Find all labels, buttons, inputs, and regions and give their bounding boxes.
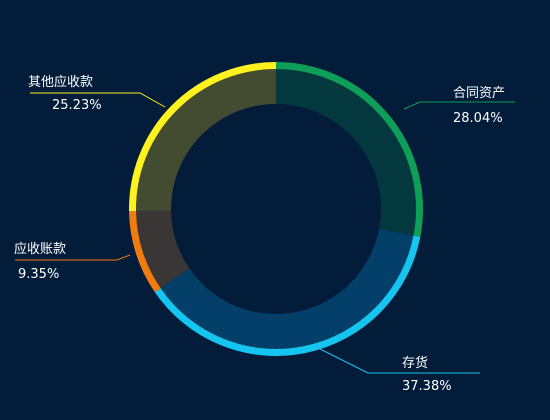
donut-arc[interactable] (154, 235, 421, 356)
donut-sector[interactable] (135, 68, 276, 212)
slice-name-label: 其他应收款 (28, 74, 93, 90)
slice-percent-label: 25.23% (52, 98, 102, 113)
slice-percent-label: 28.04% (453, 111, 503, 126)
leader-line (15, 254, 131, 261)
donut-arc[interactable] (129, 210, 161, 293)
leader-line (30, 92, 166, 108)
slice-labels: 合同资产 28.04% 存货 37.38% 应收账款 9.35% 其他应收款 25.23% (14, 74, 505, 394)
leader-lines (15, 92, 515, 374)
donut-arc[interactable] (275, 62, 423, 237)
leader-line (403, 101, 515, 110)
leader-line (319, 348, 480, 374)
slice-name-label: 合同资产 (453, 86, 505, 101)
donut-sector[interactable] (276, 68, 417, 236)
slice-percent-label: 9.35% (18, 267, 59, 282)
donut-arc[interactable] (129, 62, 277, 212)
slice-percent-label: 37.38% (402, 379, 452, 394)
donut-sector[interactable] (159, 228, 415, 350)
slice-name-label: 存货 (402, 355, 428, 371)
donut-outer-arcs (129, 62, 423, 356)
donut-sectors (135, 68, 417, 350)
slice-name-label: 应收账款 (14, 241, 66, 257)
